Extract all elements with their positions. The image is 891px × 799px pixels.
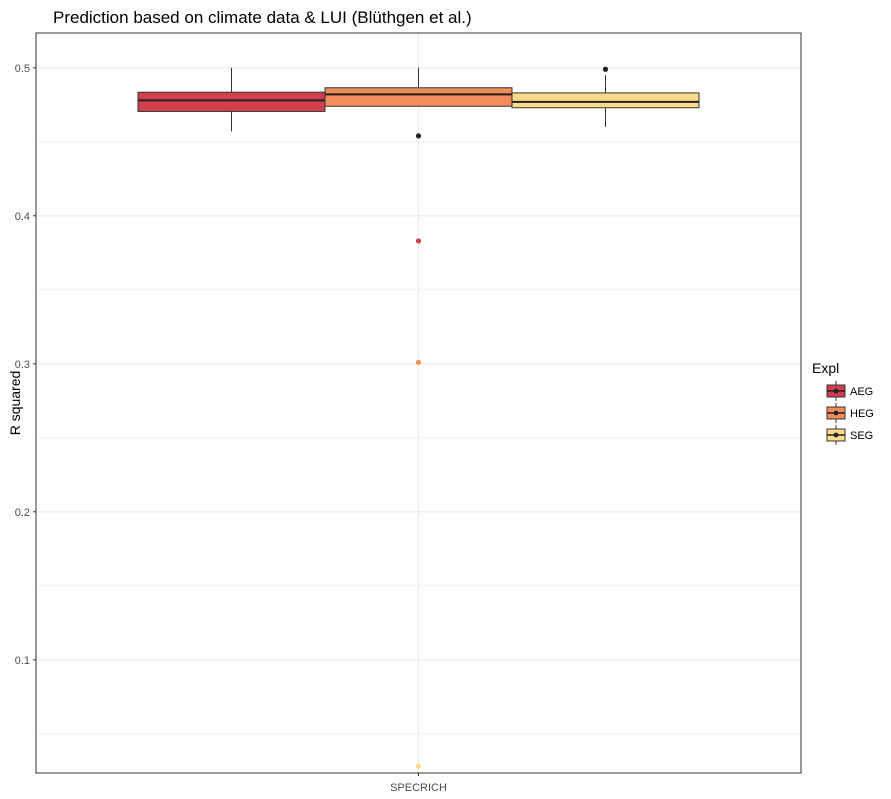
outlier-point xyxy=(602,66,609,72)
box-seg xyxy=(511,92,700,109)
legend-item-heg: HEG xyxy=(826,403,874,423)
box-heg xyxy=(324,87,513,107)
legend-key-point xyxy=(833,410,839,416)
chart-title: Prediction based on climate data & LUI (… xyxy=(53,8,472,27)
legend-item-seg: SEG xyxy=(826,425,873,445)
y-tick-label: 0.1 xyxy=(15,655,30,667)
legend: Expl AEG HEG SEG xyxy=(812,360,874,445)
legend-title: Expl xyxy=(812,360,839,376)
point-heg xyxy=(415,359,422,365)
point-aeg xyxy=(415,238,422,244)
y-tick-label: 0.2 xyxy=(15,507,30,519)
legend-label: SEG xyxy=(850,430,873,442)
legend-item-aeg: AEG xyxy=(826,381,873,401)
legend-label: HEG xyxy=(850,408,874,420)
y-axis-title: R squared xyxy=(7,371,23,436)
point-seg xyxy=(415,763,422,769)
legend-label: AEG xyxy=(850,386,873,398)
box-aeg xyxy=(137,91,326,112)
y-tick-label: 0.5 xyxy=(15,63,30,75)
legend-key-point xyxy=(833,432,839,438)
y-tick-label: 0.3 xyxy=(15,359,30,371)
x-tick-label: SPECRICH xyxy=(390,782,447,794)
y-tick-label: 0.4 xyxy=(15,211,30,223)
legend-key-point xyxy=(833,388,839,394)
outlier-point xyxy=(415,133,422,139)
